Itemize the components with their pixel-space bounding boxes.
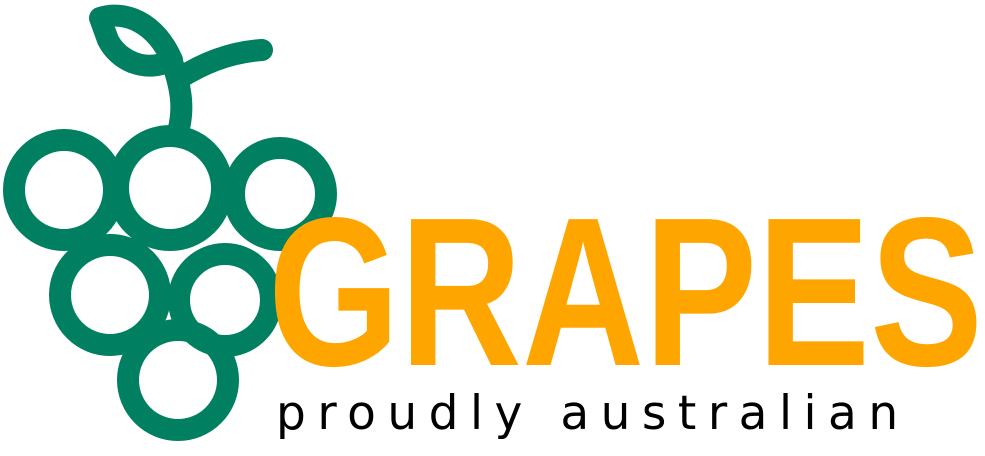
- grape-top-left: [3, 129, 125, 251]
- grape-mid-left: [49, 234, 171, 356]
- wordmark-text: GRAPES: [268, 190, 983, 380]
- wordmark-grapes: GRAPES: [268, 190, 983, 380]
- leaf-shape: [89, 4, 183, 77]
- tagline: proudly australian: [276, 386, 910, 441]
- grape-top-right: [223, 137, 337, 251]
- grape-top-center: [107, 125, 233, 251]
- tendril-shape: [169, 39, 273, 89]
- grape-bottom: [117, 319, 239, 441]
- grape-bunch-icon: [3, 4, 337, 441]
